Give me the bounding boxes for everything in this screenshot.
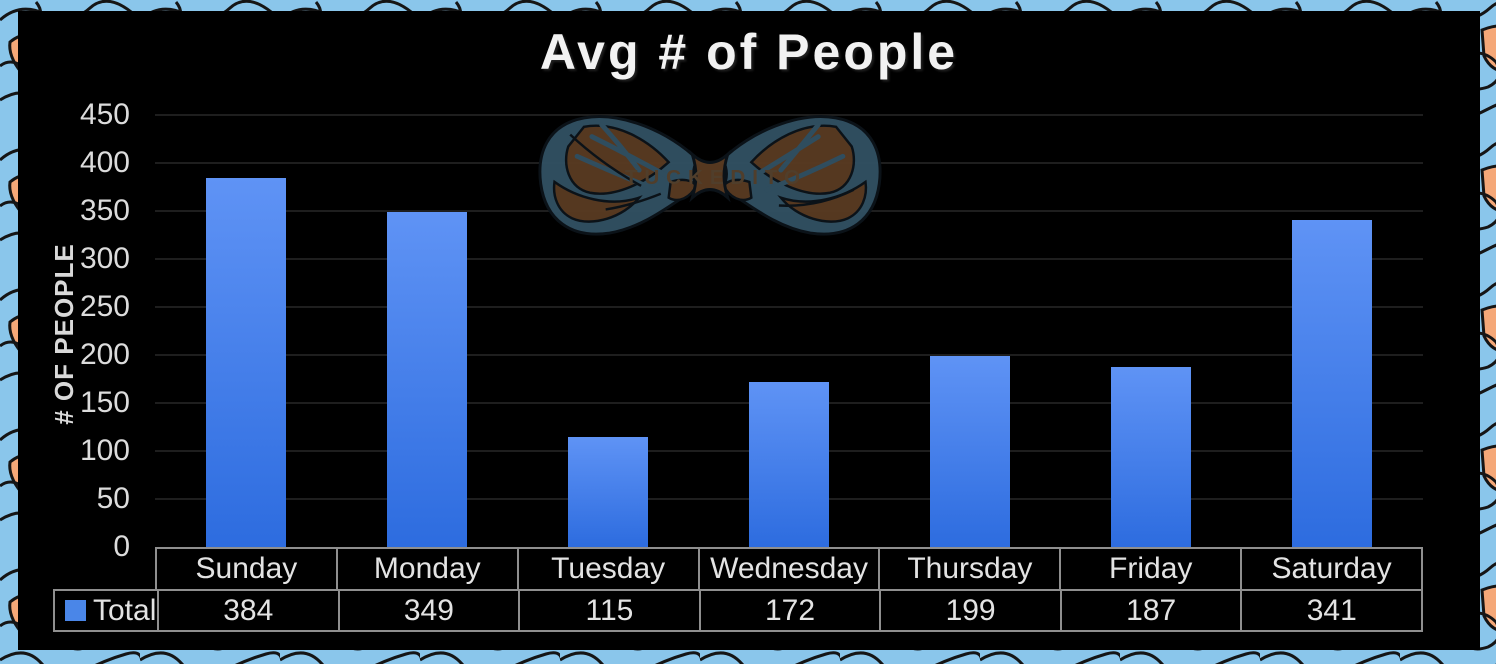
bowtie-watermark: TUCKEDITO xyxy=(538,115,882,236)
table-value-tuesday: 115 xyxy=(518,591,699,630)
gridline-200 xyxy=(155,354,1423,356)
table-header-sunday: Sunday xyxy=(195,552,298,585)
bar-thursday xyxy=(930,355,1011,547)
gridline-250 xyxy=(155,306,1423,308)
y-tick-label-400: 400 xyxy=(79,146,130,179)
legend-swatch-icon xyxy=(65,600,86,621)
bar-monday xyxy=(386,211,467,547)
table-value-friday: 187 xyxy=(1059,591,1241,630)
y-tick-label-150: 150 xyxy=(79,386,130,419)
plot-area: 450 400 350 300 250 200 150 100 50 0 xyxy=(18,11,1480,650)
y-tick-label-0: 0 xyxy=(113,530,130,563)
table-header-wednesday: Wednesday xyxy=(697,549,879,589)
bar-wednesday xyxy=(749,381,829,547)
table-header-thursday: Thursday xyxy=(878,549,1059,589)
y-tick-label-250: 250 xyxy=(79,290,130,323)
table-values-row: Total 384 349 115 172 199 187 341 xyxy=(53,589,1423,632)
gridline-300 xyxy=(155,258,1423,260)
bar-friday xyxy=(1111,367,1192,547)
table-value-sunday: 384 xyxy=(157,591,338,630)
y-tick-label-50: 50 xyxy=(96,482,130,515)
legend-cell: Total xyxy=(55,591,157,630)
y-tick-label-100: 100 xyxy=(79,434,130,467)
data-table: Sunday Monday Tuesday Wednesday Thursday Frid… xyxy=(53,547,1423,632)
y-tick-label-350: 350 xyxy=(79,194,130,227)
y-tick-label-300: 300 xyxy=(79,242,130,275)
table-header-monday: Monday xyxy=(335,549,517,589)
watermark-text: TUCKEDITO xyxy=(625,166,807,189)
table-value-monday: 349 xyxy=(337,591,519,630)
y-tick-label-450: 450 xyxy=(79,98,130,131)
chart-panel: Avg # of People # OF PEOPLE 450 400 350 300… xyxy=(18,11,1480,650)
bar-tuesday xyxy=(567,436,648,547)
table-header-tuesday: Tuesday xyxy=(516,549,698,589)
table-value-wednesday: 172 xyxy=(698,591,880,630)
table-value-thursday: 199 xyxy=(879,591,1060,630)
table-header-row: Sunday Monday Tuesday Wednesday Thursday Frid… xyxy=(155,547,1423,589)
bar-saturday xyxy=(1292,219,1373,547)
bar-sunday xyxy=(205,178,286,547)
bowtie-knot xyxy=(689,149,731,203)
legend-label: Total xyxy=(93,594,157,627)
gridline-450 xyxy=(155,114,1423,116)
table-header-saturday: Saturday xyxy=(1240,549,1421,589)
table-header-friday: Friday xyxy=(1059,549,1240,589)
chart-title: Avg # of People xyxy=(539,24,959,80)
y-tick-label-200: 200 xyxy=(79,338,130,371)
table-value-saturday: 341 xyxy=(1240,591,1421,630)
